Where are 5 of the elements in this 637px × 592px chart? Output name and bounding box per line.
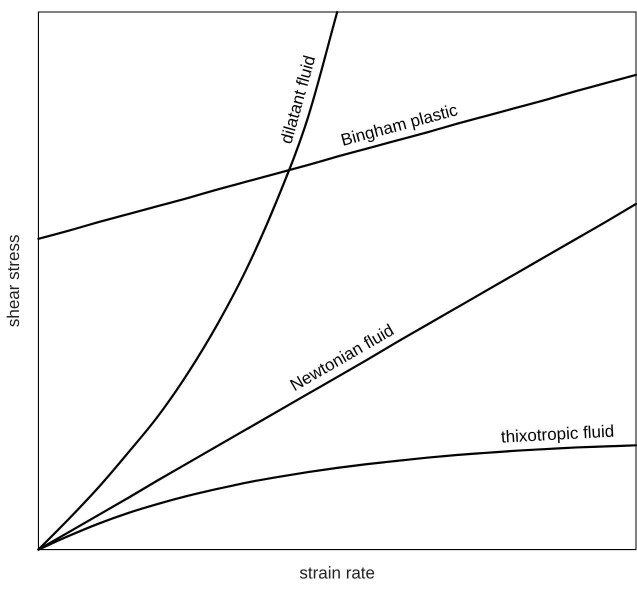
series-label: thixotropic fluid [500,422,615,447]
y-axis-title: shear stress [4,234,23,328]
x-axis-title: strain rate [299,563,375,582]
text: dilatant fluid [276,53,320,146]
text: Bingham plastic [338,100,460,150]
